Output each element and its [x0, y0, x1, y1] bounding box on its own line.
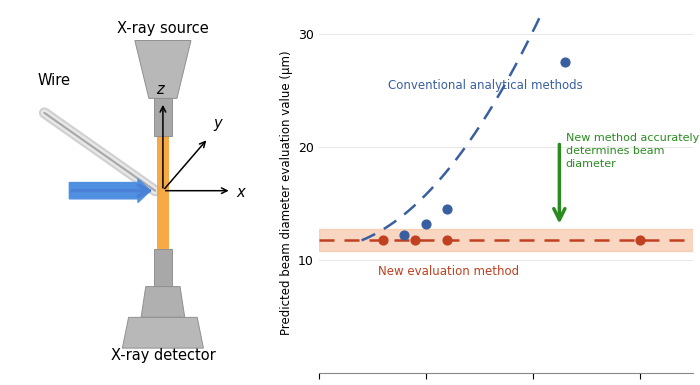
- Point: [377, 237, 388, 243]
- Text: $z$: $z$: [156, 82, 167, 97]
- Polygon shape: [154, 249, 172, 286]
- Point: [442, 237, 453, 243]
- Polygon shape: [141, 286, 185, 317]
- Text: $y$: $y$: [213, 117, 224, 133]
- Polygon shape: [154, 99, 172, 136]
- Polygon shape: [158, 136, 169, 249]
- Point: [410, 237, 421, 243]
- Point: [634, 237, 645, 243]
- Polygon shape: [135, 40, 191, 99]
- Point: [420, 221, 431, 227]
- Point: [559, 59, 570, 65]
- Text: Conventional analytical methods: Conventional analytical methods: [389, 79, 583, 92]
- Y-axis label: Predicted beam diameter evaluation value (μm): Predicted beam diameter evaluation value…: [279, 50, 293, 335]
- Text: X-ray detector: X-ray detector: [111, 348, 216, 363]
- Point: [442, 206, 453, 213]
- FancyArrow shape: [69, 179, 150, 203]
- Text: New method accurately
determines beam
diameter: New method accurately determines beam di…: [566, 132, 699, 169]
- Text: X-ray source: X-ray source: [117, 21, 209, 35]
- Bar: [318, 229, 693, 251]
- Text: New evaluation method: New evaluation method: [377, 265, 519, 278]
- Point: [399, 233, 410, 239]
- Text: Wire: Wire: [37, 73, 70, 88]
- Text: $x$: $x$: [236, 185, 247, 200]
- Polygon shape: [122, 317, 204, 348]
